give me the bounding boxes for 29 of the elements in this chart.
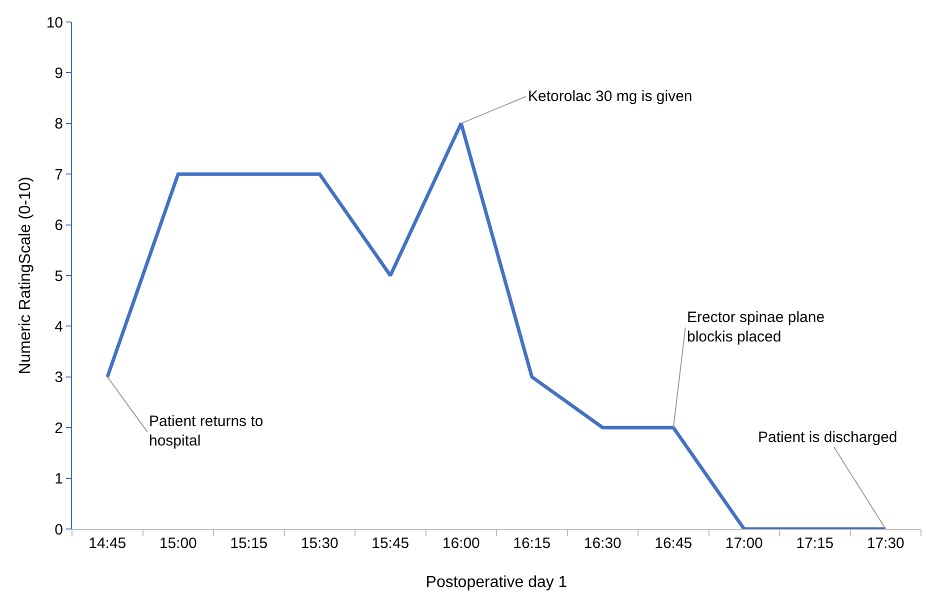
annotation: Patient is discharged: [758, 429, 898, 446]
x-tick-label: 17:15: [796, 535, 834, 552]
y-axis-title: Numeric RatingScale (0-10): [17, 176, 34, 374]
x-axis-title: Postoperative day 1: [426, 574, 568, 591]
y-tick-label: 2: [54, 420, 63, 437]
y-tick-label: 9: [54, 64, 63, 82]
x-tick-label: 14:45: [88, 535, 126, 552]
y-tick-label: 6: [54, 217, 63, 234]
annotation: Ketorolac 30 mg is given: [528, 88, 692, 105]
y-tick-label: 7: [54, 166, 63, 184]
y-tick-label: 4: [54, 318, 63, 336]
x-tick-label: 15:15: [230, 535, 268, 552]
x-tick-label: 15:30: [300, 535, 338, 552]
x-tick-label: 16:45: [654, 535, 692, 552]
x-tick-label: 16:00: [442, 535, 480, 552]
x-tick-label: 15:45: [372, 535, 410, 552]
x-tick-label: 15:00: [159, 535, 197, 552]
x-tick-label: 16:30: [584, 535, 622, 552]
x-tick-label: 16:15: [513, 535, 551, 552]
y-tick-label: 10: [46, 14, 63, 32]
y-tick-label: 8: [54, 116, 63, 133]
y-tick-label: 3: [54, 369, 63, 386]
y-tick-label: 1: [54, 470, 63, 488]
y-tick-label: 0: [54, 521, 63, 538]
annotation: Erector spinae plane blockis placed: [687, 309, 825, 346]
x-tick-label: 17:00: [725, 535, 763, 552]
y-tick-label: 5: [54, 268, 63, 285]
annotation: Patient returns to hospital: [149, 413, 264, 450]
x-tick-label: 17:30: [866, 535, 904, 552]
